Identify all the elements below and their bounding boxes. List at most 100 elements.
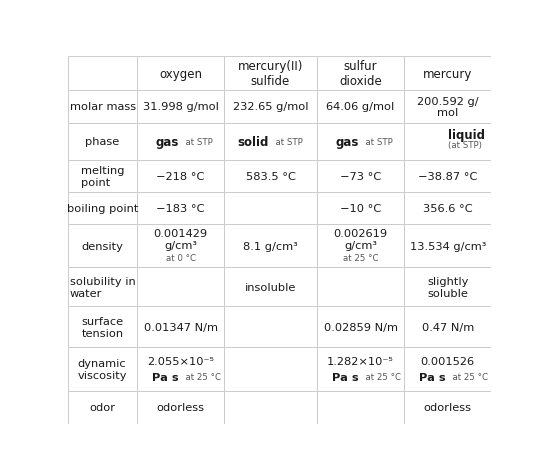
Text: melting
point: melting point [81,166,124,188]
Bar [224,268,317,307]
Text: −38.87 °C: −38.87 °C [418,171,477,181]
Bar [68,57,137,91]
Bar [224,57,317,91]
Bar [68,193,137,225]
Bar [404,347,491,391]
Text: 0.001526: 0.001526 [421,357,475,367]
Bar [137,57,224,91]
Text: (at STP): (at STP) [448,141,482,150]
Text: at 25 °C: at 25 °C [447,373,488,381]
Bar [224,160,317,193]
Text: at STP: at STP [270,138,302,147]
Bar [317,268,404,307]
Text: 0.02859 N/m: 0.02859 N/m [324,322,397,332]
Text: −218 °C: −218 °C [156,171,205,181]
Bar [404,225,491,268]
Text: 200.592 g/
mol: 200.592 g/ mol [417,97,479,118]
Text: phase: phase [86,137,120,147]
Text: 232.65 g/mol: 232.65 g/mol [233,102,308,112]
Text: 64.06 g/mol: 64.06 g/mol [327,102,395,112]
Text: 31.998 g/mol: 31.998 g/mol [143,102,218,112]
Bar [68,347,137,391]
Text: 583.5 °C: 583.5 °C [246,171,295,181]
Bar [317,391,404,424]
Bar [404,307,491,347]
Text: odorless: odorless [157,402,205,412]
Text: 2.055×10⁻⁵: 2.055×10⁻⁵ [147,357,214,367]
Text: 0.01347 N/m: 0.01347 N/m [144,322,217,332]
Text: 0.002619
g/cm³: 0.002619 g/cm³ [334,229,388,250]
Text: at 25 °C: at 25 °C [360,373,401,381]
Bar [404,391,491,424]
Bar [137,225,224,268]
Text: −73 °C: −73 °C [340,171,381,181]
Bar [224,225,317,268]
Text: 0.47 N/m: 0.47 N/m [422,322,474,332]
Bar [404,160,491,193]
Bar [317,347,404,391]
Bar [404,268,491,307]
Text: boiling point: boiling point [67,204,138,214]
Text: 0.001429
g/cm³: 0.001429 g/cm³ [153,229,207,250]
Text: liquid: liquid [448,129,485,142]
Text: −183 °C: −183 °C [156,204,205,214]
Text: solubility in
water: solubility in water [70,277,135,298]
Text: 13.534 g/cm³: 13.534 g/cm³ [410,241,486,251]
Bar [224,307,317,347]
Bar [317,57,404,91]
Text: oxygen: oxygen [159,68,202,80]
Text: at 25 °C: at 25 °C [343,254,378,263]
Bar [224,193,317,225]
Text: 1.282×10⁻⁵: 1.282×10⁻⁵ [327,357,394,367]
Bar [224,91,317,124]
Text: surface
tension: surface tension [81,317,123,338]
Text: at 0 °C: at 0 °C [165,254,195,263]
Text: 356.6 °C: 356.6 °C [423,204,473,214]
Bar [137,124,224,160]
Text: 8.1 g/cm³: 8.1 g/cm³ [243,241,298,251]
Bar [137,193,224,225]
Text: mercury(II)
sulfide: mercury(II) sulfide [238,60,303,88]
Bar [404,124,491,160]
Text: Pa s: Pa s [419,372,446,382]
Text: −10 °C: −10 °C [340,204,381,214]
Bar [137,307,224,347]
Text: mercury: mercury [423,68,472,80]
Bar [68,124,137,160]
Bar [68,91,137,124]
Text: dynamic
viscosity: dynamic viscosity [78,358,127,380]
Bar [224,124,317,160]
Bar [317,225,404,268]
Bar [137,391,224,424]
Text: at STP: at STP [180,138,212,147]
Text: insoluble: insoluble [245,282,296,292]
Bar [68,268,137,307]
Bar [224,391,317,424]
Text: at STP: at STP [360,138,393,147]
Text: odor: odor [90,402,116,412]
Bar [404,91,491,124]
Bar [317,307,404,347]
Bar [317,124,404,160]
Text: Pa s: Pa s [152,372,179,382]
Bar [68,160,137,193]
Text: density: density [82,241,123,251]
Text: solid: solid [237,136,269,149]
Bar [224,347,317,391]
Bar [68,225,137,268]
Text: sulfur
dioxide: sulfur dioxide [339,60,382,88]
Text: gas: gas [155,136,179,149]
Text: molar mass: molar mass [69,102,135,112]
Bar [137,268,224,307]
Text: slightly
soluble: slightly soluble [427,277,468,298]
Text: gas: gas [335,136,358,149]
Text: Pa s: Pa s [332,372,358,382]
Text: odorless: odorless [424,402,472,412]
Bar [317,193,404,225]
Bar [137,91,224,124]
Bar [137,160,224,193]
Text: at 25 °C: at 25 °C [180,373,221,381]
Bar [404,193,491,225]
Bar [317,91,404,124]
Bar [68,307,137,347]
